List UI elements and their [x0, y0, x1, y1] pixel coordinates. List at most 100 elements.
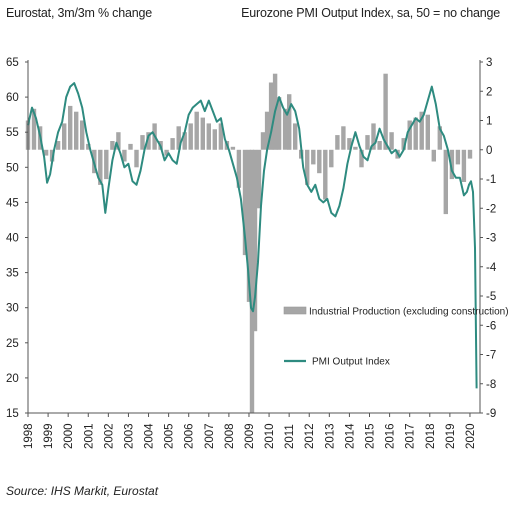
- ip-bar: [347, 138, 352, 150]
- ip-bar: [176, 126, 181, 150]
- ip-bar: [461, 149, 467, 182]
- x-tick-label: 2003: [123, 423, 135, 449]
- ip-bar: [212, 129, 217, 150]
- left-tick-label: 30: [6, 303, 19, 315]
- chart-canvas: 1520253035404550556065-9-8-7-6-5-4-3-2-1…: [6, 57, 509, 449]
- ip-bar: [256, 149, 262, 209]
- ip-bar: [49, 149, 55, 162]
- ip-bar: [287, 94, 292, 150]
- ip-bar: [455, 149, 461, 165]
- ip-bar: [80, 120, 85, 150]
- ip-bar: [341, 126, 346, 150]
- ip-bar: [249, 149, 255, 414]
- x-tick-label: 2000: [63, 423, 75, 449]
- ip-bar: [146, 132, 151, 150]
- ip-bar: [164, 149, 169, 156]
- x-tick-label: 2015: [365, 423, 377, 449]
- ip-bar: [353, 146, 358, 150]
- legend-bar-label: Industrial Production (excluding constru…: [309, 307, 509, 318]
- ip-bar: [359, 149, 364, 168]
- ip-bar: [401, 138, 406, 150]
- pmi-line: [27, 82, 478, 389]
- legend-line-label: PMI Output Index: [312, 357, 390, 368]
- x-tick-label: 2004: [144, 423, 156, 449]
- right-tick-label: -9: [486, 408, 496, 420]
- right-tick-label: -1: [486, 174, 496, 186]
- ip-bar: [329, 149, 334, 168]
- ip-bar: [419, 111, 424, 150]
- right-tick-label: -2: [486, 203, 496, 215]
- ip-bar: [293, 123, 298, 150]
- ip-bar: [425, 114, 430, 150]
- ip-bar: [206, 123, 211, 150]
- ip-bar: [98, 149, 103, 185]
- x-tick-label: 2016: [385, 423, 397, 449]
- right-tick-label: -8: [486, 379, 496, 391]
- ip-bar: [140, 135, 145, 150]
- ip-bar: [74, 111, 79, 150]
- ip-bar: [323, 149, 328, 200]
- ip-bar: [242, 149, 248, 256]
- left-tick-label: 60: [6, 92, 19, 104]
- ip-bar: [122, 149, 127, 162]
- ip-bar: [68, 105, 73, 150]
- ip-bar: [311, 149, 316, 165]
- x-tick-label: 2001: [83, 423, 95, 449]
- left-tick-label: 40: [6, 233, 19, 245]
- ip-bar: [282, 108, 288, 150]
- ip-bar: [86, 143, 91, 150]
- left-tick-label: 45: [6, 197, 19, 209]
- right-tick-label: -7: [486, 350, 496, 362]
- right-tick-label: -4: [486, 262, 497, 274]
- x-tick-label: 2008: [224, 423, 236, 449]
- bars-layer: [25, 73, 473, 414]
- ip-bar: [182, 132, 187, 150]
- x-tick-label: 1998: [23, 423, 35, 449]
- ip-bar: [31, 108, 37, 150]
- ip-bar: [407, 120, 412, 150]
- axes-layer: 1520253035404550556065-9-8-7-6-5-4-3-2-1…: [6, 57, 497, 449]
- x-tick-label: 2014: [344, 423, 356, 449]
- ip-bar: [134, 149, 139, 168]
- ip-bar: [443, 149, 448, 215]
- line-layer: [27, 82, 478, 389]
- left-tick-label: 50: [6, 162, 19, 174]
- ip-bar: [194, 111, 199, 150]
- ip-bar: [55, 141, 61, 150]
- ip-bar: [116, 132, 121, 150]
- x-tick-label: 2005: [164, 423, 176, 449]
- ip-bar: [383, 73, 388, 150]
- ip-bar: [437, 126, 442, 150]
- x-tick-label: 2018: [425, 423, 437, 449]
- ip-bar: [276, 97, 282, 150]
- legend: Industrial Production (excluding constru…: [283, 307, 509, 368]
- left-tick-label: 15: [6, 408, 19, 420]
- ip-bar: [264, 111, 270, 150]
- ip-bar: [110, 141, 115, 150]
- x-tick-label: 2013: [324, 423, 336, 449]
- x-tick-label: 2009: [244, 423, 256, 449]
- left-tick-label: 55: [6, 127, 19, 139]
- right-tick-label: -5: [486, 291, 496, 303]
- right-axis-title: Eurozone PMI Output Index, sa, 50 = no c…: [241, 6, 500, 20]
- ip-bar: [335, 135, 340, 150]
- right-tick-label: 0: [486, 145, 492, 157]
- ip-bar: [230, 146, 236, 150]
- ip-bar: [200, 117, 205, 150]
- ip-bar: [365, 135, 370, 150]
- ip-bar: [389, 132, 394, 150]
- ip-bar: [252, 149, 258, 332]
- x-tick-label: 2010: [264, 423, 276, 449]
- ip-bar: [371, 123, 376, 150]
- ip-bar: [43, 149, 49, 156]
- left-axis-title: Eurostat, 3m/3m % change: [6, 6, 152, 20]
- ip-bar: [188, 123, 193, 150]
- ip-bar: [104, 149, 109, 180]
- right-tick-label: -3: [486, 233, 496, 245]
- x-tick-label: 1999: [43, 423, 55, 449]
- x-tick-label: 2020: [465, 423, 477, 449]
- left-tick-label: 35: [6, 268, 19, 280]
- ip-bar: [413, 117, 418, 150]
- right-tick-label: 2: [486, 86, 492, 98]
- x-tick-label: 2019: [445, 423, 457, 449]
